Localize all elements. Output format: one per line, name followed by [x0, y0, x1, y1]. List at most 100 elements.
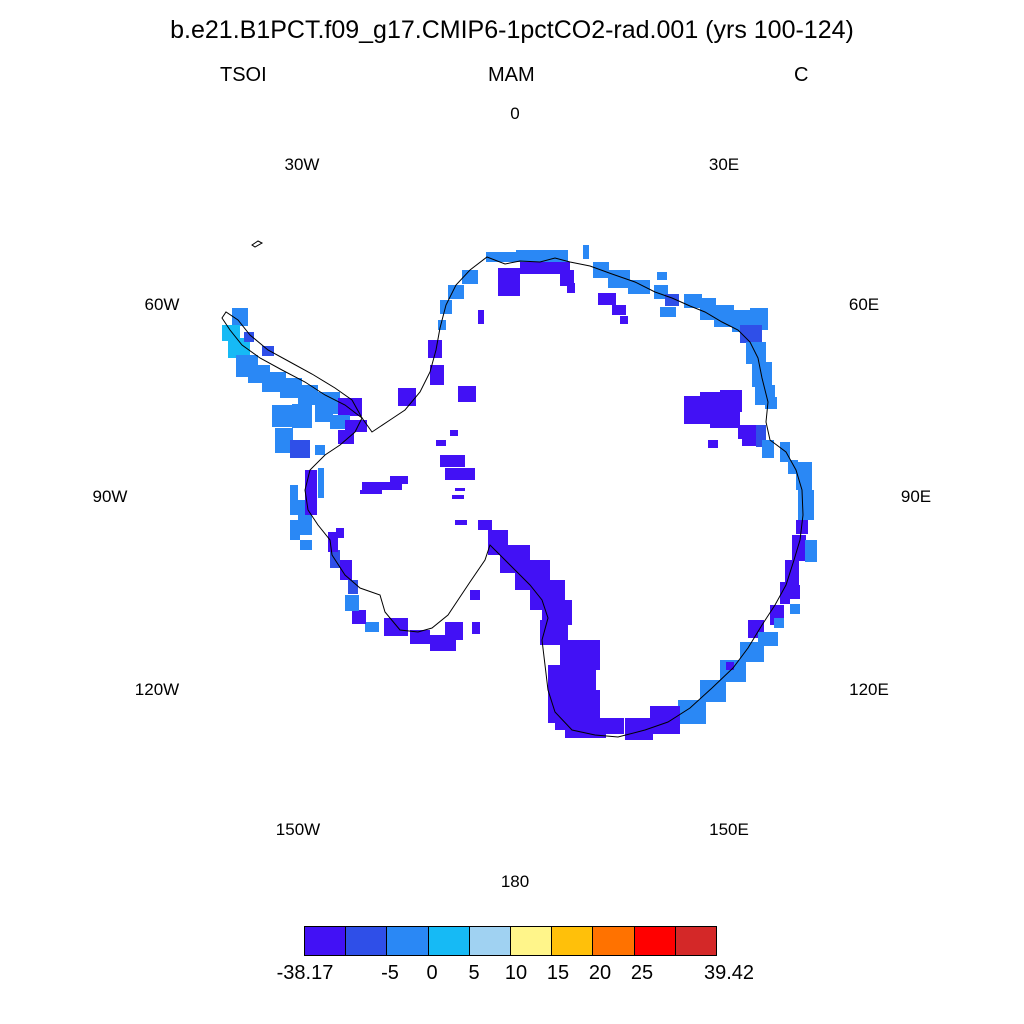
- data-cell: [328, 532, 338, 552]
- lon-label-90w: 90W: [92, 487, 128, 506]
- data-cell: [305, 470, 317, 515]
- lon-label-120e: 120E: [849, 680, 889, 699]
- data-cell: [520, 262, 570, 274]
- lon-label-60e: 60E: [848, 295, 880, 314]
- data-cell: [650, 706, 680, 734]
- data-cell: [700, 298, 716, 320]
- data-cell: [450, 430, 458, 436]
- lon-label-30e: 30E: [708, 155, 740, 174]
- data-cell: [488, 530, 508, 555]
- data-cell: [410, 630, 430, 644]
- center-string: MAM: [488, 64, 535, 86]
- data-cell: [486, 252, 516, 262]
- data-cell: [714, 305, 734, 327]
- data-cell: [720, 390, 742, 412]
- data-cell: [788, 585, 800, 599]
- data-cell: [708, 440, 718, 448]
- data-cell: [726, 662, 734, 670]
- colorbar-label: 20: [588, 962, 612, 984]
- data-cell: [290, 520, 300, 540]
- data-cell: [628, 280, 650, 294]
- data-cell: [792, 535, 806, 561]
- coastline: [221, 240, 804, 738]
- data-cell: [292, 404, 312, 428]
- data-cell: [440, 300, 452, 314]
- colorbar-label: 39.42: [703, 962, 755, 984]
- units-string: C: [794, 64, 809, 86]
- colorbar-box: [304, 926, 347, 956]
- data-cell: [567, 283, 575, 293]
- colorbar: [304, 926, 717, 956]
- lon-label-60w: 60W: [144, 295, 180, 314]
- data-cell: [740, 642, 764, 662]
- data-cell: [445, 468, 475, 480]
- data-cell: [625, 718, 653, 740]
- colorbar-label: 0: [426, 962, 438, 984]
- data-cell: [345, 595, 359, 611]
- data-cell: [774, 618, 784, 628]
- data-cell: [318, 468, 324, 498]
- data-cell: [478, 310, 484, 324]
- data-cell: [300, 540, 312, 550]
- plot-title: b.e21.B1PCT.f09_g17.CMIP6-1pctCO2-rad.00…: [170, 16, 854, 44]
- data-cell: [660, 307, 676, 317]
- data-cell: [742, 436, 760, 446]
- data-cell: [612, 305, 626, 315]
- data-cell: [700, 680, 726, 702]
- colorbar-box: [674, 926, 717, 956]
- data-cell: [428, 340, 442, 358]
- data-cell: [275, 428, 293, 453]
- data-cell: [790, 604, 800, 614]
- colorbar-label: 15: [546, 962, 570, 984]
- data-cell: [232, 308, 248, 326]
- lon-label-180: 180: [500, 872, 530, 891]
- data-cell: [762, 440, 774, 458]
- data-cell: [452, 495, 464, 499]
- colorbar-box: [551, 926, 594, 956]
- left-string: TSOI: [220, 64, 267, 86]
- data-cell: [740, 325, 762, 343]
- data-cell: [348, 580, 358, 594]
- data-cell: [448, 285, 464, 299]
- data-cell: [516, 250, 538, 262]
- lon-label-90e: 90E: [900, 487, 932, 506]
- colorbar-box: [509, 926, 553, 956]
- colorbar-label: -5: [381, 962, 399, 984]
- data-cell: [340, 560, 352, 580]
- data-cell: [290, 440, 310, 458]
- colorbar-label: 10: [504, 962, 528, 984]
- data-cell: [455, 520, 467, 525]
- data-cell: [280, 378, 302, 398]
- data-cell: [336, 528, 344, 538]
- data-cell: [315, 402, 333, 422]
- data-cell: [560, 270, 574, 286]
- data-cell: [345, 420, 367, 432]
- data-cell: [472, 622, 480, 634]
- colorbar-box: [633, 926, 676, 956]
- data-cell: [440, 455, 465, 467]
- data-cells: [222, 245, 817, 740]
- data-cell: [430, 635, 456, 651]
- data-cell: [738, 425, 758, 439]
- lon-label-120w: 120W: [134, 680, 180, 699]
- data-cell: [498, 268, 520, 296]
- data-cell: [430, 365, 444, 385]
- data-cell: [365, 622, 379, 632]
- data-cell: [384, 618, 408, 636]
- colorbar-label: 5: [468, 962, 480, 984]
- data-cell: [244, 332, 254, 342]
- colorbar-label: 25: [630, 962, 654, 984]
- island-outline: [251, 240, 264, 248]
- data-cell: [390, 476, 408, 484]
- lon-label-30w: 30W: [284, 155, 320, 174]
- data-cell: [272, 405, 294, 427]
- data-cell: [362, 482, 402, 490]
- colorbar-label: -38.17: [276, 962, 334, 984]
- data-cell: [756, 425, 766, 447]
- data-cell: [352, 610, 366, 624]
- data-cell: [348, 406, 362, 416]
- data-cell: [315, 445, 325, 455]
- data-cell: [788, 460, 798, 474]
- data-cell: [798, 490, 814, 520]
